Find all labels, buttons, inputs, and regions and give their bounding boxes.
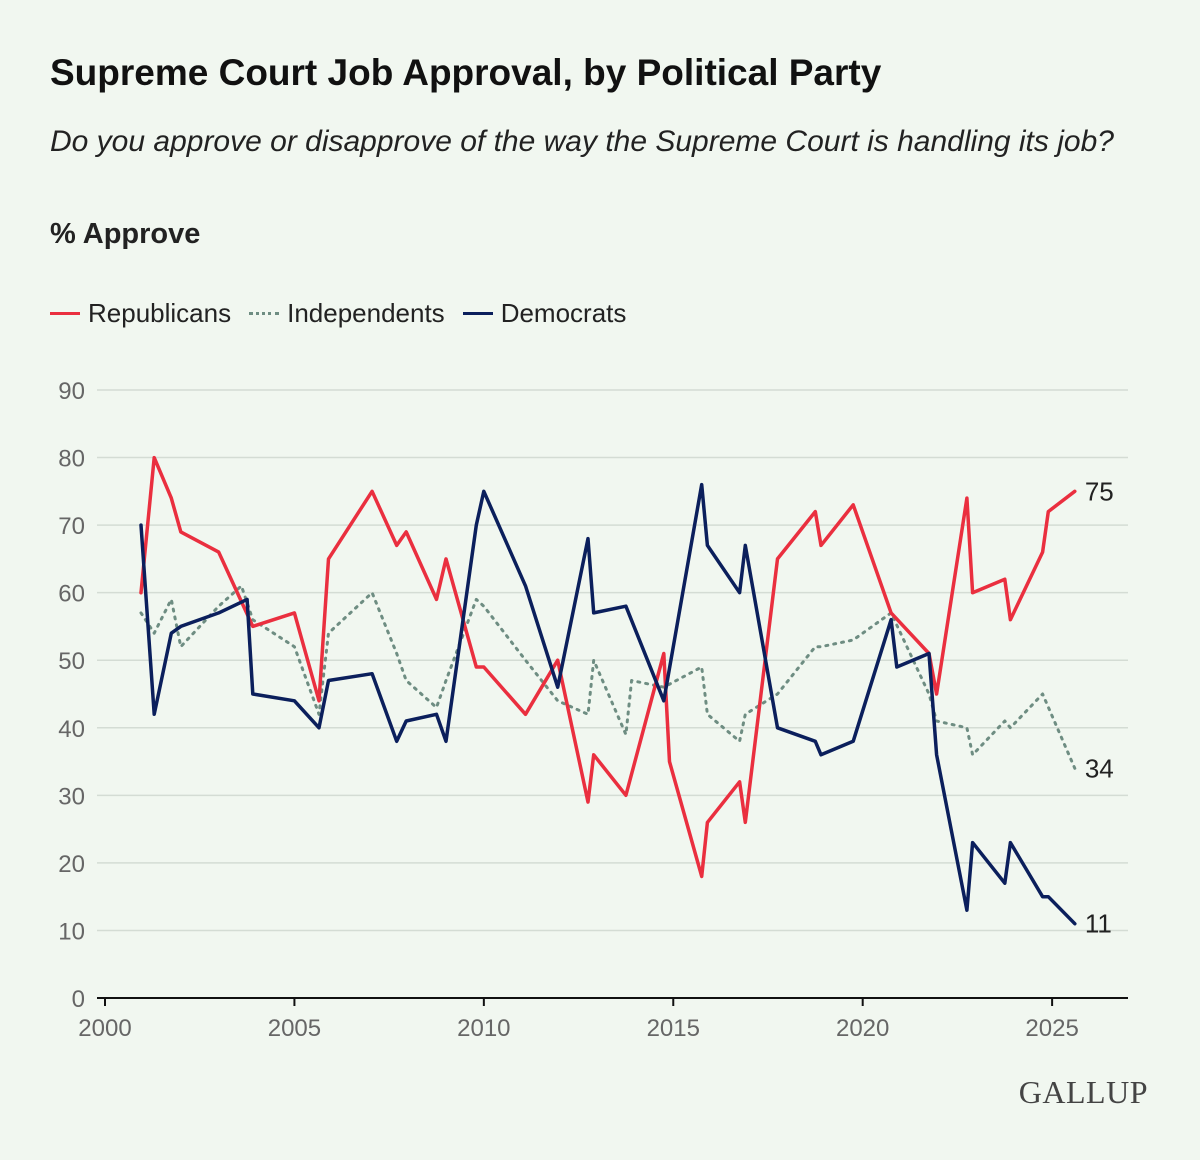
end-label-independents: 34 <box>1085 753 1114 783</box>
y-tick-label: 50 <box>58 648 85 675</box>
unit-label: % Approve <box>50 218 201 250</box>
axes: 0 10 20 30 40 50 60 70 80 90 2000 2005 2010 2015 2020 2… <box>58 378 1128 1042</box>
legend-item-democrats: Democrats <box>462 298 627 329</box>
y-tick-label: 80 <box>58 446 85 473</box>
legend-label-democrats: Democrats <box>500 298 627 328</box>
legend: Republicans Independents Democrats <box>50 298 644 329</box>
gallup-logo: GALLUP <box>1018 1074 1148 1110</box>
legend-swatch-independents <box>249 312 280 315</box>
y-tick-label: 30 <box>58 783 85 810</box>
y-tick-label: 40 <box>58 716 85 743</box>
legend-swatch-democrats <box>462 312 493 315</box>
y-tick-label: 20 <box>58 851 85 878</box>
grid-lines <box>97 389 1128 932</box>
x-tick-label: 2000 <box>78 1015 131 1042</box>
end-label-republicans: 75 <box>1085 476 1114 506</box>
series-line-democrats <box>139 482 1077 926</box>
series-line-republicans <box>139 455 1077 879</box>
x-tick-label: 2020 <box>836 1015 889 1042</box>
series-lines <box>139 455 1077 926</box>
legend-swatch-republicans <box>50 312 80 315</box>
x-tick-label: 2025 <box>1025 1015 1078 1042</box>
end-label-democrats: 11 <box>1085 909 1112 939</box>
end-labels: 34 75 11 <box>1085 476 1114 938</box>
y-tick-label: 0 <box>72 986 85 1013</box>
x-tick-label: 2010 <box>457 1015 510 1042</box>
x-tick-label: 2005 <box>268 1015 321 1042</box>
chart-subtitle: Do you approve or disapprove of the way … <box>50 125 1114 158</box>
legend-label-independents: Independents <box>287 298 445 328</box>
y-tick-label: 10 <box>58 918 85 945</box>
y-tick-label: 90 <box>58 378 85 405</box>
chart-title: Supreme Court Job Approval, by Political… <box>50 52 882 93</box>
legend-item-independents: Independents <box>249 298 445 329</box>
legend-item-republicans: Republicans <box>50 298 231 329</box>
x-tick-label: 2015 <box>647 1015 700 1042</box>
y-tick-label: 60 <box>58 581 85 608</box>
legend-label-republicans: Republicans <box>88 298 232 328</box>
series-line-independents <box>139 584 1077 770</box>
y-tick-label: 70 <box>58 513 85 540</box>
